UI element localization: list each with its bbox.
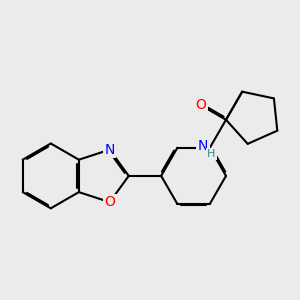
Text: N: N [104, 143, 115, 157]
Text: O: O [104, 195, 115, 209]
Text: O: O [195, 98, 206, 112]
Text: H: H [207, 149, 216, 159]
Text: N: N [198, 139, 208, 153]
